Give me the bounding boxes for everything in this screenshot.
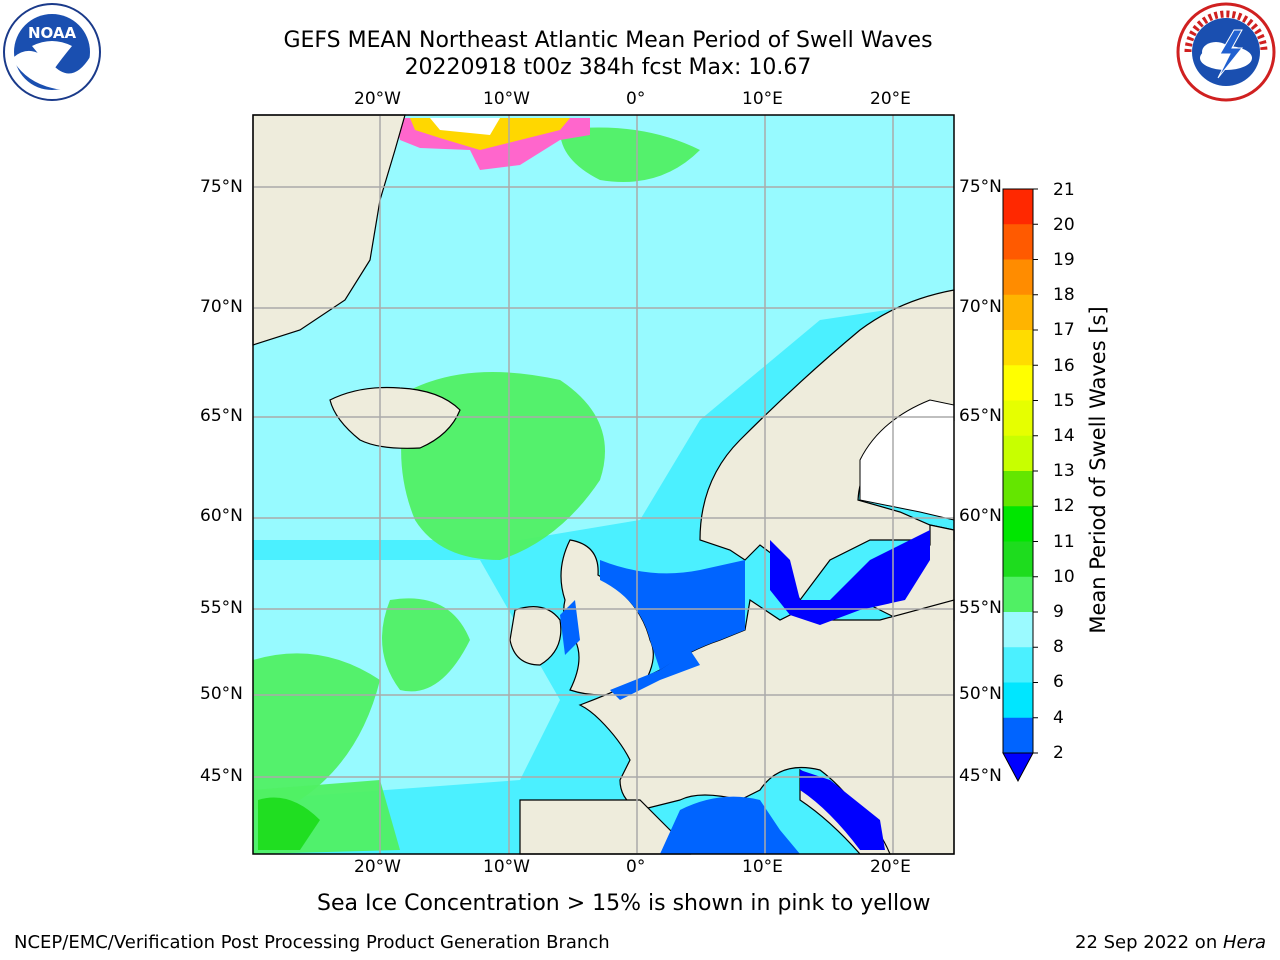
lon-label-top-10w: 10°W	[483, 89, 530, 109]
colorbar-swatch-18	[1003, 259, 1033, 296]
colorbar-underflow-arrow	[1002, 752, 1034, 783]
chart-subtitle: 20220918 t00z 384h fcst Max: 10.67	[404, 55, 812, 80]
colorbar-tick-19: 19	[1053, 250, 1075, 270]
colorbar-swatch-15	[1003, 365, 1033, 401]
lat-label-right-45n: 45°N	[959, 766, 1002, 786]
sea-baltic	[770, 530, 930, 625]
sea-adriatic	[800, 770, 885, 850]
colorbar-tick-2: 2	[1053, 743, 1064, 763]
colorbar-swatch-12	[1003, 471, 1033, 507]
sea-channel	[610, 650, 700, 700]
lon-label-bottom-0: 0°	[626, 857, 646, 877]
sea-ice-caption: Sea Ice Concentration > 15% is shown in …	[317, 891, 931, 916]
lat-label-left-60n: 60°N	[200, 506, 243, 526]
colorbar-swatch-9	[1003, 576, 1033, 613]
lat-label-left-75n: 75°N	[200, 177, 243, 197]
colorbar-swatch-19	[1003, 224, 1033, 260]
swell-field-6	[258, 797, 320, 850]
lat-label-left-55n: 55°N	[200, 598, 243, 618]
nws-logo	[1176, 2, 1276, 102]
footer-source: NCEP/EMC/Verification Post Processing Pr…	[14, 932, 610, 953]
colorbar	[1002, 188, 1038, 783]
map-frame	[252, 114, 955, 855]
colorbar-swatch-17	[1003, 294, 1033, 331]
lat-label-right-55n: 55°N	[959, 598, 1002, 618]
footer-machine: Hera	[1222, 932, 1266, 953]
colorbar-tick-20: 20	[1053, 215, 1075, 235]
colorbar-tick-11: 11	[1053, 532, 1075, 552]
lat-label-right-65n: 65°N	[959, 406, 1002, 426]
swell-field-7	[382, 598, 470, 692]
sea-irish-sea	[560, 600, 580, 655]
colorbar-tick-15: 15	[1053, 391, 1075, 411]
colorbar-tick-13: 13	[1053, 461, 1075, 481]
colorbar-tick-14: 14	[1053, 426, 1075, 446]
colorbar-tick-10: 10	[1053, 567, 1075, 587]
chart-title: GEFS MEAN Northeast Atlantic Mean Period…	[283, 28, 933, 53]
colorbar-tick-4: 4	[1053, 708, 1064, 728]
colorbar-tick-17: 17	[1053, 320, 1075, 340]
lat-label-left-45n: 45°N	[200, 766, 243, 786]
lat-label-right-70n: 70°N	[959, 297, 1002, 317]
colorbar-tick-12: 12	[1053, 496, 1075, 516]
colorbar-swatch-14	[1003, 400, 1033, 437]
land-greenland	[252, 114, 406, 346]
map-border	[252, 114, 955, 855]
noaa-logo: NOAA	[3, 3, 101, 101]
colorbar-swatch-11	[1003, 506, 1033, 542]
colorbar-swatch-13	[1003, 435, 1033, 472]
lon-label-top-10e: 10°E	[742, 89, 783, 109]
colorbar-swatch-16	[1003, 330, 1033, 366]
colorbar-swatch-20	[1003, 189, 1033, 225]
lon-label-top-20e: 20°E	[870, 89, 911, 109]
colorbar-tick-21: 21	[1053, 180, 1075, 200]
lat-label-left-70n: 70°N	[200, 297, 243, 317]
lon-label-top-0: 0°	[626, 89, 646, 109]
footer-date: 22 Sep 2022 on Hera	[1075, 932, 1266, 953]
colorbar-label: Mean Period of Swell Waves [s]	[1086, 306, 1110, 634]
colorbar-tick-16: 16	[1053, 356, 1075, 376]
colorbar-tick-9: 9	[1053, 602, 1064, 622]
sea-ice-white	[430, 118, 500, 135]
lat-label-right-75n: 75°N	[959, 177, 1002, 197]
lat-label-left-50n: 50°N	[200, 684, 243, 704]
footer-date-text: 22 Sep 2022 on	[1075, 932, 1223, 953]
map-grid	[253, 115, 954, 854]
colorbar-swatch-4	[1003, 682, 1033, 719]
land-iceland	[329, 386, 461, 449]
lat-label-left-65n: 65°N	[200, 406, 243, 426]
map-body	[252, 114, 955, 855]
lon-label-bottom-10e: 10°E	[742, 857, 783, 877]
colorbar-swatch-10	[1003, 541, 1033, 578]
lon-label-top-20w: 20°W	[354, 89, 401, 109]
colorbar-tick-6: 6	[1053, 672, 1064, 692]
lat-label-right-50n: 50°N	[959, 684, 1002, 704]
lon-label-bottom-20e: 20°E	[870, 857, 911, 877]
lat-label-right-60n: 60°N	[959, 506, 1002, 526]
colorbar-tick-8: 8	[1053, 637, 1064, 657]
colorbar-swatch-8	[1003, 612, 1033, 648]
lon-label-bottom-10w: 10°W	[483, 857, 530, 877]
swell-field-4	[253, 653, 380, 810]
colorbar-tick-18: 18	[1053, 285, 1075, 305]
colorbar-swatch-2	[1003, 717, 1033, 754]
lon-label-bottom-20w: 20°W	[354, 857, 401, 877]
swell-field-3	[560, 127, 700, 182]
land-ireland	[509, 606, 562, 666]
noaa-logo-text: NOAA	[28, 24, 77, 42]
colorbar-swatch-6	[1003, 647, 1033, 683]
